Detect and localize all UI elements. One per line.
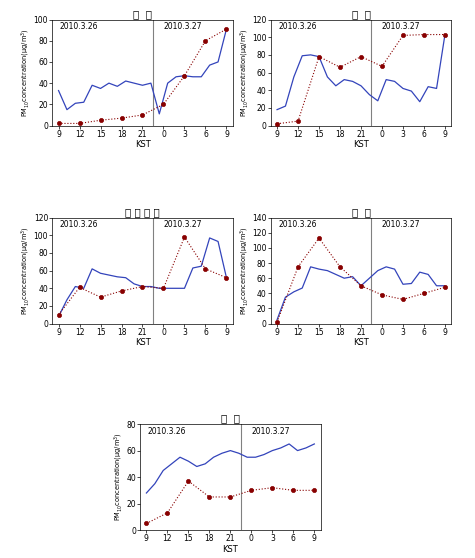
Text: 2010.3.27: 2010.3.27 — [163, 220, 202, 229]
X-axis label: KST: KST — [353, 140, 369, 149]
X-axis label: KST: KST — [134, 140, 151, 149]
Text: 2010.3.27: 2010.3.27 — [382, 220, 420, 229]
Text: 2010.3.27: 2010.3.27 — [251, 427, 290, 436]
Text: 2010.3.27: 2010.3.27 — [163, 22, 202, 31]
Title: 천  안: 천 안 — [352, 207, 370, 217]
X-axis label: KST: KST — [353, 338, 369, 347]
X-axis label: KST: KST — [222, 545, 238, 554]
Text: 2010.3.27: 2010.3.27 — [382, 22, 420, 31]
Title: 격 렸 비 도: 격 렸 비 도 — [125, 207, 160, 217]
Title: 진  주: 진 주 — [352, 9, 370, 19]
Title: 영  덕: 영 덕 — [221, 413, 240, 424]
Y-axis label: PM$_{10}$concentration(μg/m$^3$): PM$_{10}$concentration(μg/m$^3$) — [20, 28, 32, 117]
Title: 진  도: 진 도 — [133, 9, 152, 19]
Text: 2010.3.26: 2010.3.26 — [147, 427, 186, 436]
Text: 2010.3.26: 2010.3.26 — [59, 22, 98, 31]
Y-axis label: PM$_{10}$concentration(μg/m$^3$): PM$_{10}$concentration(μg/m$^3$) — [113, 433, 125, 521]
Y-axis label: PM$_{10}$concentration(μg/m$^3$): PM$_{10}$concentration(μg/m$^3$) — [238, 227, 251, 315]
Y-axis label: PM$_{10}$concentration(μg/m$^3$): PM$_{10}$concentration(μg/m$^3$) — [238, 28, 251, 117]
X-axis label: KST: KST — [134, 338, 151, 347]
Text: 2010.3.26: 2010.3.26 — [278, 220, 317, 229]
Text: 2010.3.26: 2010.3.26 — [59, 220, 98, 229]
Text: 2010.3.26: 2010.3.26 — [278, 22, 317, 31]
Y-axis label: PM$_{10}$concentration(μg/m$^3$): PM$_{10}$concentration(μg/m$^3$) — [20, 227, 32, 315]
